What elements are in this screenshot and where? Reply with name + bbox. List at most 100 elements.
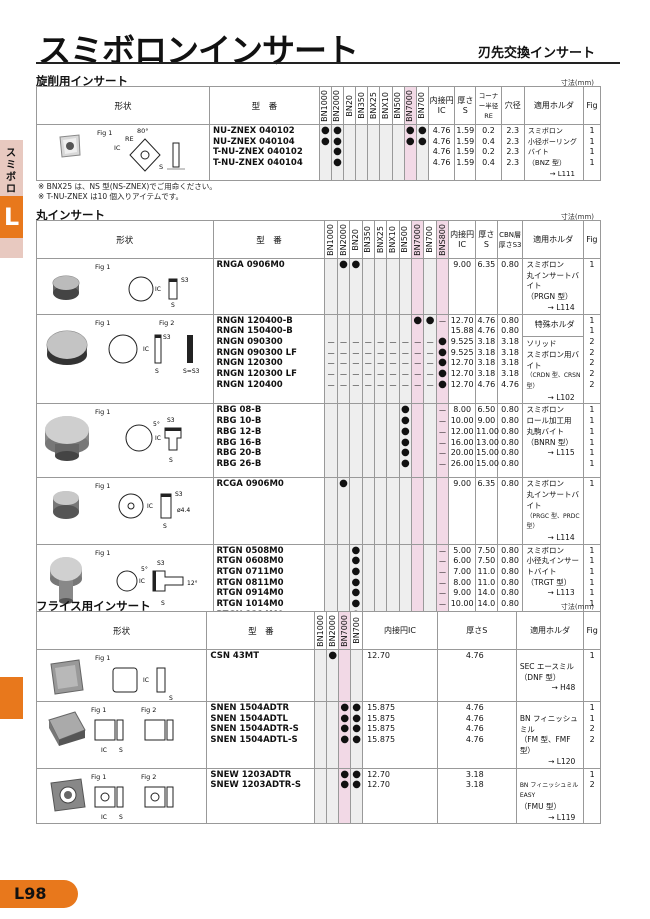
availability-mark <box>315 714 326 725</box>
s-value: 11.0 <box>477 567 496 577</box>
holder-page-ref[interactable]: → L113 <box>547 588 575 598</box>
ic-value: 4.76 <box>432 147 451 157</box>
availability-mark <box>325 479 336 490</box>
ic-value: 4.76 <box>432 136 451 146</box>
ic-cell: 8.00 10.00 12.00 16.00 20.00 26.00 <box>448 403 477 479</box>
availability-mark <box>338 416 349 427</box>
availability-mark <box>350 459 361 470</box>
svg-text:S=S3: S=S3 <box>183 368 200 375</box>
grade-header: BN2000 <box>330 86 345 125</box>
holder-page-ref[interactable]: → L111 <box>549 169 575 178</box>
fig-value: 1 <box>589 599 595 609</box>
svg-text:S3: S3 <box>163 334 171 341</box>
model-number: SNEN 1504ADTL-S <box>210 735 298 746</box>
holder-text: スミボロン <box>526 479 564 489</box>
availability-mark <box>327 735 338 746</box>
availability-mark <box>380 158 391 169</box>
fig-value: 1 <box>589 326 595 336</box>
grade-cell: ● ● <box>350 767 364 825</box>
holder-page-ref[interactable]: → L119 <box>548 812 576 822</box>
page-number: L98 <box>0 880 78 908</box>
holder-page-ref[interactable]: → L115 <box>547 448 575 458</box>
grade-cell <box>343 124 357 181</box>
ic-cell: 9.00 <box>448 477 477 545</box>
grade-cell <box>423 258 437 315</box>
availability-mark <box>325 316 336 327</box>
s-value: 4.76 <box>465 735 484 745</box>
s3-value: 0.80 <box>501 326 519 336</box>
angle-label: 80° <box>137 127 149 135</box>
holder-page-ref[interactable]: → L114 <box>547 532 575 542</box>
fig-label: Fig 1 <box>97 129 113 137</box>
ic-cell: 15.875 15.875 15.875 15.875 <box>362 701 438 769</box>
availability-mark <box>400 316 411 327</box>
holder-page-ref[interactable]: → H48 <box>551 683 576 693</box>
holder-page-ref[interactable]: → L120 <box>548 756 576 766</box>
grade-label: BN7000 <box>412 223 422 256</box>
model-cell: NU-ZNEX 040102 NU-ZNEX 040104 T-NU-ZNEX 04… <box>209 124 320 181</box>
grade-label: BN500 <box>393 92 403 119</box>
availability-mark: — <box>377 337 385 346</box>
ic-cell: 4.76 4.76 4.76 4.76 <box>427 124 456 181</box>
availability-mark <box>387 427 398 438</box>
availability-mark: ● <box>340 702 350 713</box>
availability-mark <box>338 459 349 470</box>
holder-page-ref[interactable]: → L114 <box>547 302 575 312</box>
svg-text:S: S <box>169 695 173 702</box>
grade-header: BN7000 <box>338 611 352 650</box>
ic-value: 10.00 <box>450 416 474 426</box>
fig-value: 1 <box>589 158 595 168</box>
grade-cell: ● <box>349 258 363 315</box>
model-number: RNGN 090300 <box>216 336 283 347</box>
availability-mark: — <box>439 438 447 447</box>
table-row: Fig 1 Fig 2 IC S SNEW 1203ADTR SNEW 1203ADTR-… <box>35 767 601 825</box>
availability-mark <box>412 438 423 449</box>
fig-value: 2 <box>589 369 595 379</box>
s3-value: 4.76 <box>501 379 519 389</box>
grade-cell <box>411 543 425 622</box>
fig-label: Fig 1 <box>95 263 111 271</box>
availability-mark <box>412 459 423 470</box>
availability-mark <box>405 158 416 169</box>
grade-header: BN1000 <box>324 220 338 259</box>
holder-page-ref[interactable]: → L102 <box>547 392 575 402</box>
availability-mark <box>368 158 379 169</box>
fig-value: 1 <box>589 545 595 555</box>
holder-text: ロール加工用 <box>526 416 572 426</box>
availability-mark: ● <box>417 135 427 147</box>
s-value: 9.00 <box>477 416 496 426</box>
round-table: 形状型 番 BN1000 BN2000 BN20 BN350 BNX25 BNX10 BN50… <box>36 220 602 622</box>
availability-mark: ● <box>405 135 415 147</box>
availability-mark <box>338 427 349 438</box>
availability-mark: — <box>352 337 360 346</box>
s-value: 15.00 <box>476 458 500 468</box>
fig-value: 1 <box>589 426 595 436</box>
grade-cell: ● — — — — — <box>423 313 437 405</box>
svg-text:IC: IC <box>155 286 161 293</box>
model-cell: RNGA 0906M0 <box>212 258 326 315</box>
s-cell: 1.59 1.59 1.59 1.59 <box>454 124 477 181</box>
re-value: 0.4 <box>482 158 495 168</box>
availability-mark <box>363 578 374 589</box>
availability-mark: ● <box>401 425 410 437</box>
availability-mark <box>375 427 386 438</box>
grade-cell: ● ● ● ● <box>350 701 364 769</box>
availability-mark <box>412 416 423 427</box>
fig-label: Fig 1 <box>95 482 111 491</box>
s-cell: 3.18 3.18 <box>436 767 517 825</box>
availability-mark: ● <box>320 135 330 147</box>
fig-value: 2 <box>589 336 595 346</box>
grade-label: BN700 <box>417 92 427 119</box>
grade-cell <box>324 403 338 479</box>
s-value: 3.18 <box>477 336 496 346</box>
model-number: RTGN 0811M0 <box>216 577 284 588</box>
fig-value: 1 <box>589 448 595 458</box>
holder-header: 適用ホルダ <box>515 611 585 650</box>
grade-cell <box>350 649 364 702</box>
availability-mark: — <box>364 380 372 389</box>
availability-mark: ● <box>352 712 361 724</box>
s-cell: 6.35 <box>475 258 498 315</box>
availability-mark <box>387 416 398 427</box>
shape-header: 形状 <box>36 220 214 259</box>
